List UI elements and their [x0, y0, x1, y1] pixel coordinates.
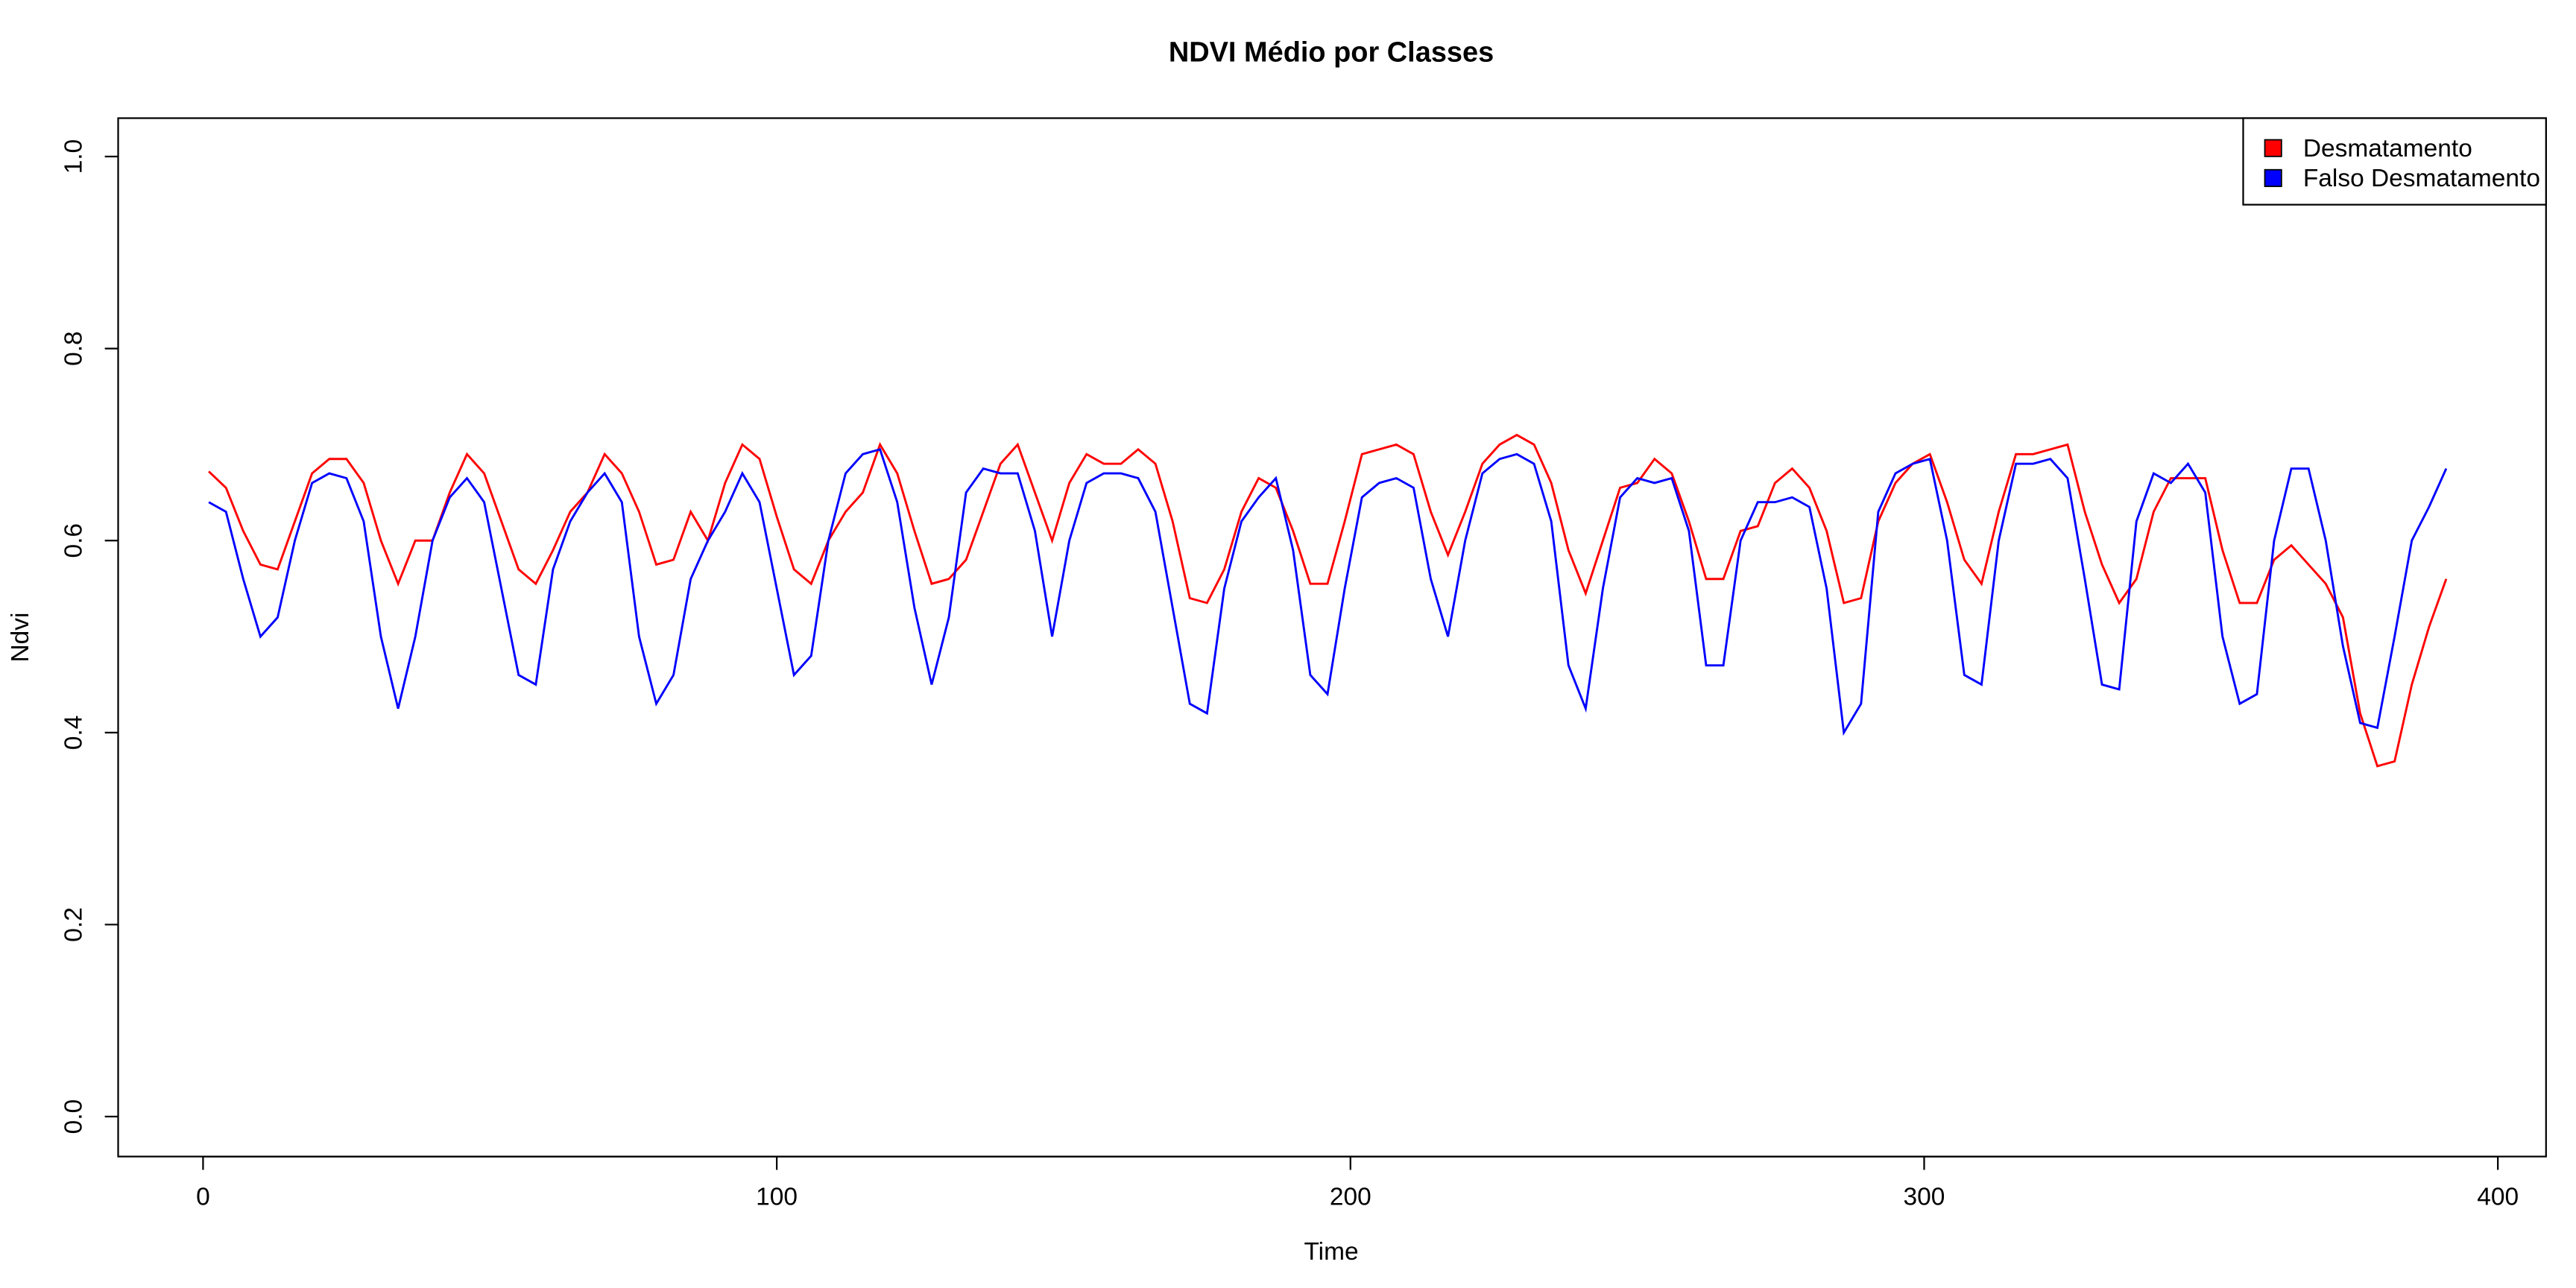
x-tick-label: 300 — [1904, 1183, 1945, 1210]
series-line — [208, 433, 2448, 768]
y-tick-label: 0.4 — [60, 716, 87, 751]
y-tick-label: 0.2 — [60, 907, 87, 942]
legend: Desmatamento Falso Desmatamento — [2242, 117, 2547, 206]
x-tick-label: 0 — [196, 1183, 210, 1210]
x-tick-label: 200 — [1330, 1183, 1371, 1210]
y-tick-label: 1.0 — [60, 139, 87, 174]
legend-box — [2242, 117, 2547, 206]
y-axis-label: Ndvi — [7, 613, 34, 663]
y-tick-label: 0.0 — [60, 1099, 87, 1134]
legend-label: Falso Desmatamento — [2303, 165, 2540, 192]
legend-swatch — [2264, 168, 2282, 187]
y-tick-label: 0.6 — [60, 523, 87, 558]
plot-frame — [117, 117, 2547, 1158]
legend-label: Desmatamento — [2303, 135, 2472, 162]
x-tick-label: 400 — [2477, 1183, 2519, 1210]
legend-swatch — [2264, 139, 2282, 157]
series-line — [208, 448, 2448, 736]
x-axis-label: Time — [1304, 1238, 1358, 1266]
y-tick-label: 0.8 — [60, 331, 87, 366]
x-tick-label: 100 — [756, 1183, 798, 1210]
chart-title: NDVI Médio por Classes — [1169, 37, 1494, 69]
